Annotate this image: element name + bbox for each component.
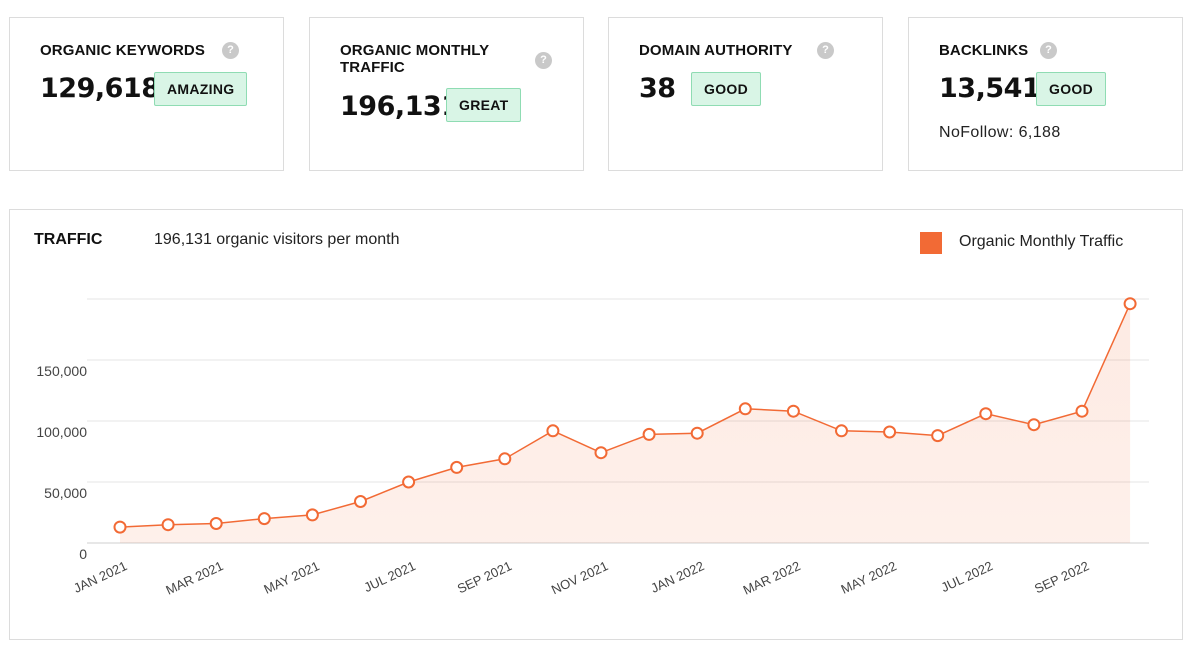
legend-swatch[interactable] (920, 232, 942, 254)
y-tick-label: 50,000 (44, 485, 87, 501)
legend-label[interactable]: Organic Monthly Traffic (959, 233, 1124, 250)
status-badge: GOOD (691, 72, 761, 106)
help-icon[interactable]: ? (535, 52, 552, 69)
stat-card-domain-authority: DOMAIN AUTHORITY ? 38 GOOD (608, 17, 883, 171)
card-value: 129,618 (40, 73, 160, 104)
help-icon[interactable]: ? (1040, 42, 1057, 59)
x-tick-label: MAY 2022 (839, 558, 899, 597)
data-point[interactable] (257, 512, 271, 526)
x-tick-label: MAY 2021 (261, 558, 321, 597)
chart-title: TRAFFIC (34, 231, 103, 248)
data-point[interactable] (354, 495, 367, 508)
data-point[interactable] (931, 429, 945, 443)
help-icon[interactable]: ? (817, 42, 834, 59)
data-point[interactable] (835, 424, 848, 438)
x-tick-label: JUL 2021 (362, 558, 418, 595)
x-tick-label: NOV 2021 (549, 558, 610, 597)
card-title-line-1: ORGANIC MONTHLY (340, 42, 490, 59)
data-point[interactable] (1075, 404, 1089, 418)
chart-subtitle: 196,131 organic visitors per month (154, 231, 400, 248)
data-point[interactable] (690, 426, 704, 440)
card-value: 38 (639, 73, 676, 104)
x-tick-label: JAN 2022 (648, 558, 706, 596)
data-point[interactable] (979, 407, 993, 421)
status-badge: GREAT (446, 88, 522, 122)
card-title: BACKLINKS (939, 42, 1029, 59)
data-point[interactable] (498, 452, 512, 466)
status-badge: AMAZING (154, 72, 248, 106)
data-point[interactable] (642, 427, 656, 441)
data-point[interactable] (161, 518, 175, 532)
x-tick-label: JUL 2022 (939, 558, 995, 595)
y-tick-label: 150,000 (36, 363, 87, 379)
x-tick-label: MAR 2022 (741, 558, 803, 598)
data-point[interactable] (305, 508, 319, 522)
data-point[interactable] (738, 402, 752, 416)
nofollow-count: NoFollow: 6,188 (939, 124, 1061, 141)
data-point[interactable] (450, 460, 464, 474)
x-tick-label: SEP 2022 (1032, 558, 1091, 596)
stat-card-backlinks: BACKLINKS ? 13,541 GOOD NoFollow: 6,188 (908, 17, 1183, 171)
data-point[interactable] (209, 517, 223, 530)
status-badge: GOOD (1036, 72, 1106, 106)
card-title: ORGANIC MONTHLY TRAFFIC (340, 42, 489, 76)
card-value: 13,541 (939, 73, 1041, 104)
help-icon[interactable]: ? (222, 42, 239, 59)
y-tick-label: 100,000 (36, 424, 87, 440)
data-point[interactable] (883, 425, 897, 439)
area-fill (120, 303, 1131, 543)
data-point[interactable] (546, 424, 560, 438)
card-title: ORGANIC KEYWORDS (40, 42, 205, 59)
data-point[interactable] (1027, 418, 1041, 432)
data-point[interactable] (1123, 297, 1137, 311)
data-point[interactable] (594, 446, 608, 460)
card-title-line-2: TRAFFIC (340, 59, 405, 76)
data-point[interactable] (402, 475, 416, 489)
stat-card-organic-monthly-traffic: ORGANIC MONTHLY TRAFFIC ? 196,131 GREAT (309, 17, 584, 171)
x-tick-label: MAR 2021 (163, 558, 225, 598)
stat-card-organic-keywords: ORGANIC KEYWORDS ? 129,618 AMAZING (9, 17, 284, 171)
card-value: 196,131 (340, 91, 460, 122)
card-title: DOMAIN AUTHORITY (639, 42, 793, 59)
x-tick-label: SEP 2021 (455, 558, 514, 596)
data-point[interactable] (786, 404, 800, 418)
x-tick-label: JAN 2021 (71, 558, 129, 596)
series-line (119, 303, 1131, 528)
y-tick-label: 0 (79, 546, 87, 562)
data-point[interactable] (113, 520, 127, 534)
